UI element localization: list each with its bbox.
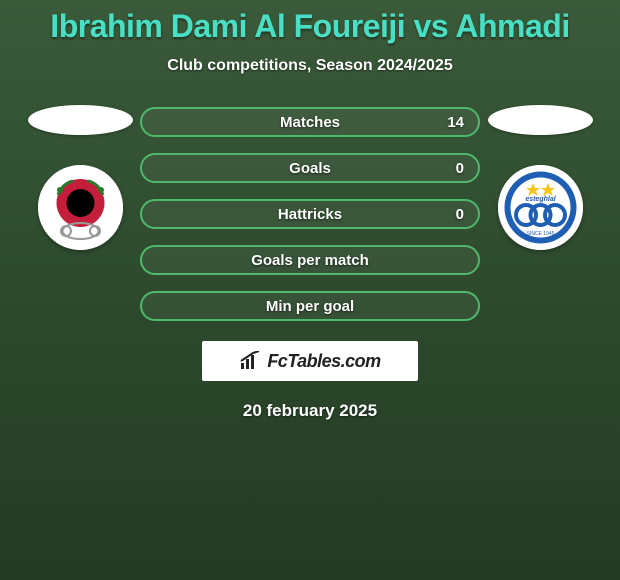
stat-label: Hattricks: [278, 206, 342, 223]
esteghlal-logo-icon: esteghlal SINCE 1945: [498, 165, 583, 250]
right-player-placeholder: [488, 105, 593, 135]
svg-text:SINCE 1945: SINCE 1945: [526, 231, 554, 237]
stat-bar-matches: Matches 14: [140, 107, 480, 137]
stats-column: Matches 14 Goals 0 Hattricks 0 Goals per…: [140, 105, 480, 321]
comparison-card: Ibrahim Dami Al Foureiji vs Ahmadi Club …: [0, 0, 620, 421]
brand-text: FcTables.com: [267, 351, 380, 372]
stat-label: Matches: [280, 114, 340, 131]
comparison-area: Matches 14 Goals 0 Hattricks 0 Goals per…: [0, 105, 620, 321]
right-player-column: esteghlal SINCE 1945: [480, 105, 600, 250]
stat-label: Min per goal: [266, 298, 354, 315]
page-title: Ibrahim Dami Al Foureiji vs Ahmadi: [50, 8, 569, 45]
svg-text:esteghlal: esteghlal: [525, 196, 556, 203]
left-player-column: [20, 105, 140, 250]
brand-badge[interactable]: FcTables.com: [202, 341, 418, 381]
stat-right-value: 0: [456, 160, 464, 177]
page-subtitle: Club competitions, Season 2024/2025: [167, 57, 452, 75]
stat-right-value: 14: [447, 114, 464, 131]
stat-right-value: 0: [456, 206, 464, 223]
stat-bar-goals: Goals 0: [140, 153, 480, 183]
stat-bar-hattricks: Hattricks 0: [140, 199, 480, 229]
left-club-logo: [38, 165, 123, 250]
al-rayyan-logo-icon: [38, 165, 123, 250]
left-player-placeholder: [28, 105, 133, 135]
chart-icon: [239, 351, 263, 371]
stat-bar-goals-per-match: Goals per match: [140, 245, 480, 275]
stat-label: Goals per match: [251, 252, 369, 269]
footer-date: 20 february 2025: [243, 401, 377, 421]
right-club-logo: esteghlal SINCE 1945: [498, 165, 583, 250]
stat-label: Goals: [289, 160, 331, 177]
stat-bar-min-per-goal: Min per goal: [140, 291, 480, 321]
